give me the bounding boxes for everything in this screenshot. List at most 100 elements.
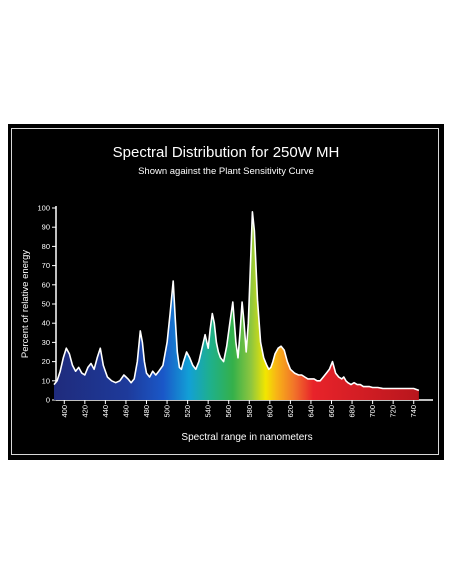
spectrum-point (246, 351, 247, 352)
chart-title: Spectral Distribution for 250W MH (112, 144, 340, 161)
spectrum-point (332, 361, 333, 362)
spectrum-point (179, 367, 180, 368)
spectrum-point (232, 302, 233, 303)
spectrum-point (155, 374, 156, 375)
x-tick-label: 700 (368, 405, 377, 418)
spectrum-point (183, 361, 184, 362)
spectrum-point (72, 365, 73, 366)
x-tick-label: 420 (80, 405, 89, 418)
spectrum-point (220, 357, 221, 358)
x-tick-label: 620 (286, 405, 295, 418)
spectrum-point (274, 353, 275, 354)
spectrum-point (81, 373, 82, 374)
spectrum-line (53, 211, 420, 392)
spectrum-point (152, 371, 153, 372)
spectrum-point (387, 388, 388, 389)
spectrum-point (181, 369, 182, 370)
spectrum-point (131, 382, 132, 383)
spectrum-point (323, 376, 324, 377)
chart-panel: Spectral Distribution for 250W MH Shown … (8, 124, 444, 460)
spectrum-point (307, 378, 308, 379)
spectrum-point (360, 384, 361, 385)
spectrum-point (287, 361, 288, 362)
spectrum-point (226, 346, 227, 347)
x-tick-label: 400 (60, 405, 69, 418)
spectrum-point (281, 346, 282, 347)
spectrum-point (290, 369, 291, 370)
spectrum-point (347, 382, 348, 383)
spectrum-point (413, 388, 414, 389)
spectrum-point (313, 378, 314, 379)
spectrum-point (237, 357, 238, 358)
spectrum-point (372, 387, 373, 388)
x-tick-label: 720 (389, 405, 398, 418)
spectrum-point (175, 319, 176, 320)
spectrum-point (382, 388, 383, 389)
spectrum-point (254, 230, 255, 231)
spectrum-point (335, 373, 336, 374)
spectrum-point (146, 373, 147, 374)
x-tick-label: 520 (183, 405, 192, 418)
spectrum-point (363, 386, 364, 387)
spectrum-point (229, 323, 230, 324)
spectrum-point (377, 387, 378, 388)
spectrum-point (195, 369, 196, 370)
spectrum-point (119, 380, 120, 381)
spectrum-point (260, 342, 261, 343)
spectrum-point (87, 367, 88, 368)
spectrum-point (403, 388, 404, 389)
spectrum-point (270, 367, 271, 368)
x-tick-label: 500 (163, 405, 172, 418)
spectrum-point (100, 348, 101, 349)
spectrum-point (177, 351, 178, 352)
y-axis-label: Percent of relative energy (20, 250, 31, 359)
spectrum-point (320, 380, 321, 381)
spectrum-point (418, 390, 419, 391)
spectrum-point (263, 357, 264, 358)
spectrum-point (350, 384, 351, 385)
spectrum-point (60, 371, 61, 372)
x-tick-label: 740 (409, 405, 418, 418)
x-tick-label: 640 (306, 405, 315, 418)
spectrum-point (218, 351, 219, 352)
spectrum-point (78, 367, 79, 368)
spectrum-point (127, 378, 128, 379)
spectrum-point (170, 313, 171, 314)
x-tick-label: 600 (265, 405, 274, 418)
spectrum-point (310, 378, 311, 379)
spectrum-point (84, 374, 85, 375)
spectrum-point (210, 328, 211, 329)
spectrum-point (294, 373, 295, 374)
spectrum-point (284, 350, 285, 351)
spectrum-area (54, 211, 419, 400)
spectrum-point (223, 361, 224, 362)
x-tick-label: 680 (348, 405, 357, 418)
spectrum-point (63, 357, 64, 358)
spectrum-point (257, 300, 258, 301)
spectrum-point (393, 388, 394, 389)
spectrum-point (90, 363, 91, 364)
spectrum-point (272, 361, 273, 362)
x-tick-label: 560 (224, 405, 233, 418)
spectrum-point (103, 365, 104, 366)
spectrum-point (369, 386, 370, 387)
spectrum-point (57, 380, 58, 381)
spectrum-point (66, 348, 67, 349)
spectrum-point (329, 369, 330, 370)
x-tick-label: 580 (245, 405, 254, 418)
spectrum-point (242, 302, 243, 303)
spectrum-point (186, 351, 187, 352)
y-tick-label: 10 (42, 376, 50, 385)
spectrum-point (304, 376, 305, 377)
spectrum-point (212, 313, 213, 314)
y-tick-label: 30 (42, 338, 50, 347)
spectrum-point (357, 384, 358, 385)
spectrum-point (235, 342, 236, 343)
spectrum-point (216, 342, 217, 343)
spectrum-point (250, 269, 251, 270)
spectrum-point (341, 378, 342, 379)
y-tick-label: 60 (42, 280, 50, 289)
spectrum-point (137, 361, 138, 362)
spectrum-point (354, 382, 355, 383)
chart-subtitle: Shown against the Plant Sensitivity Curv… (138, 166, 314, 177)
